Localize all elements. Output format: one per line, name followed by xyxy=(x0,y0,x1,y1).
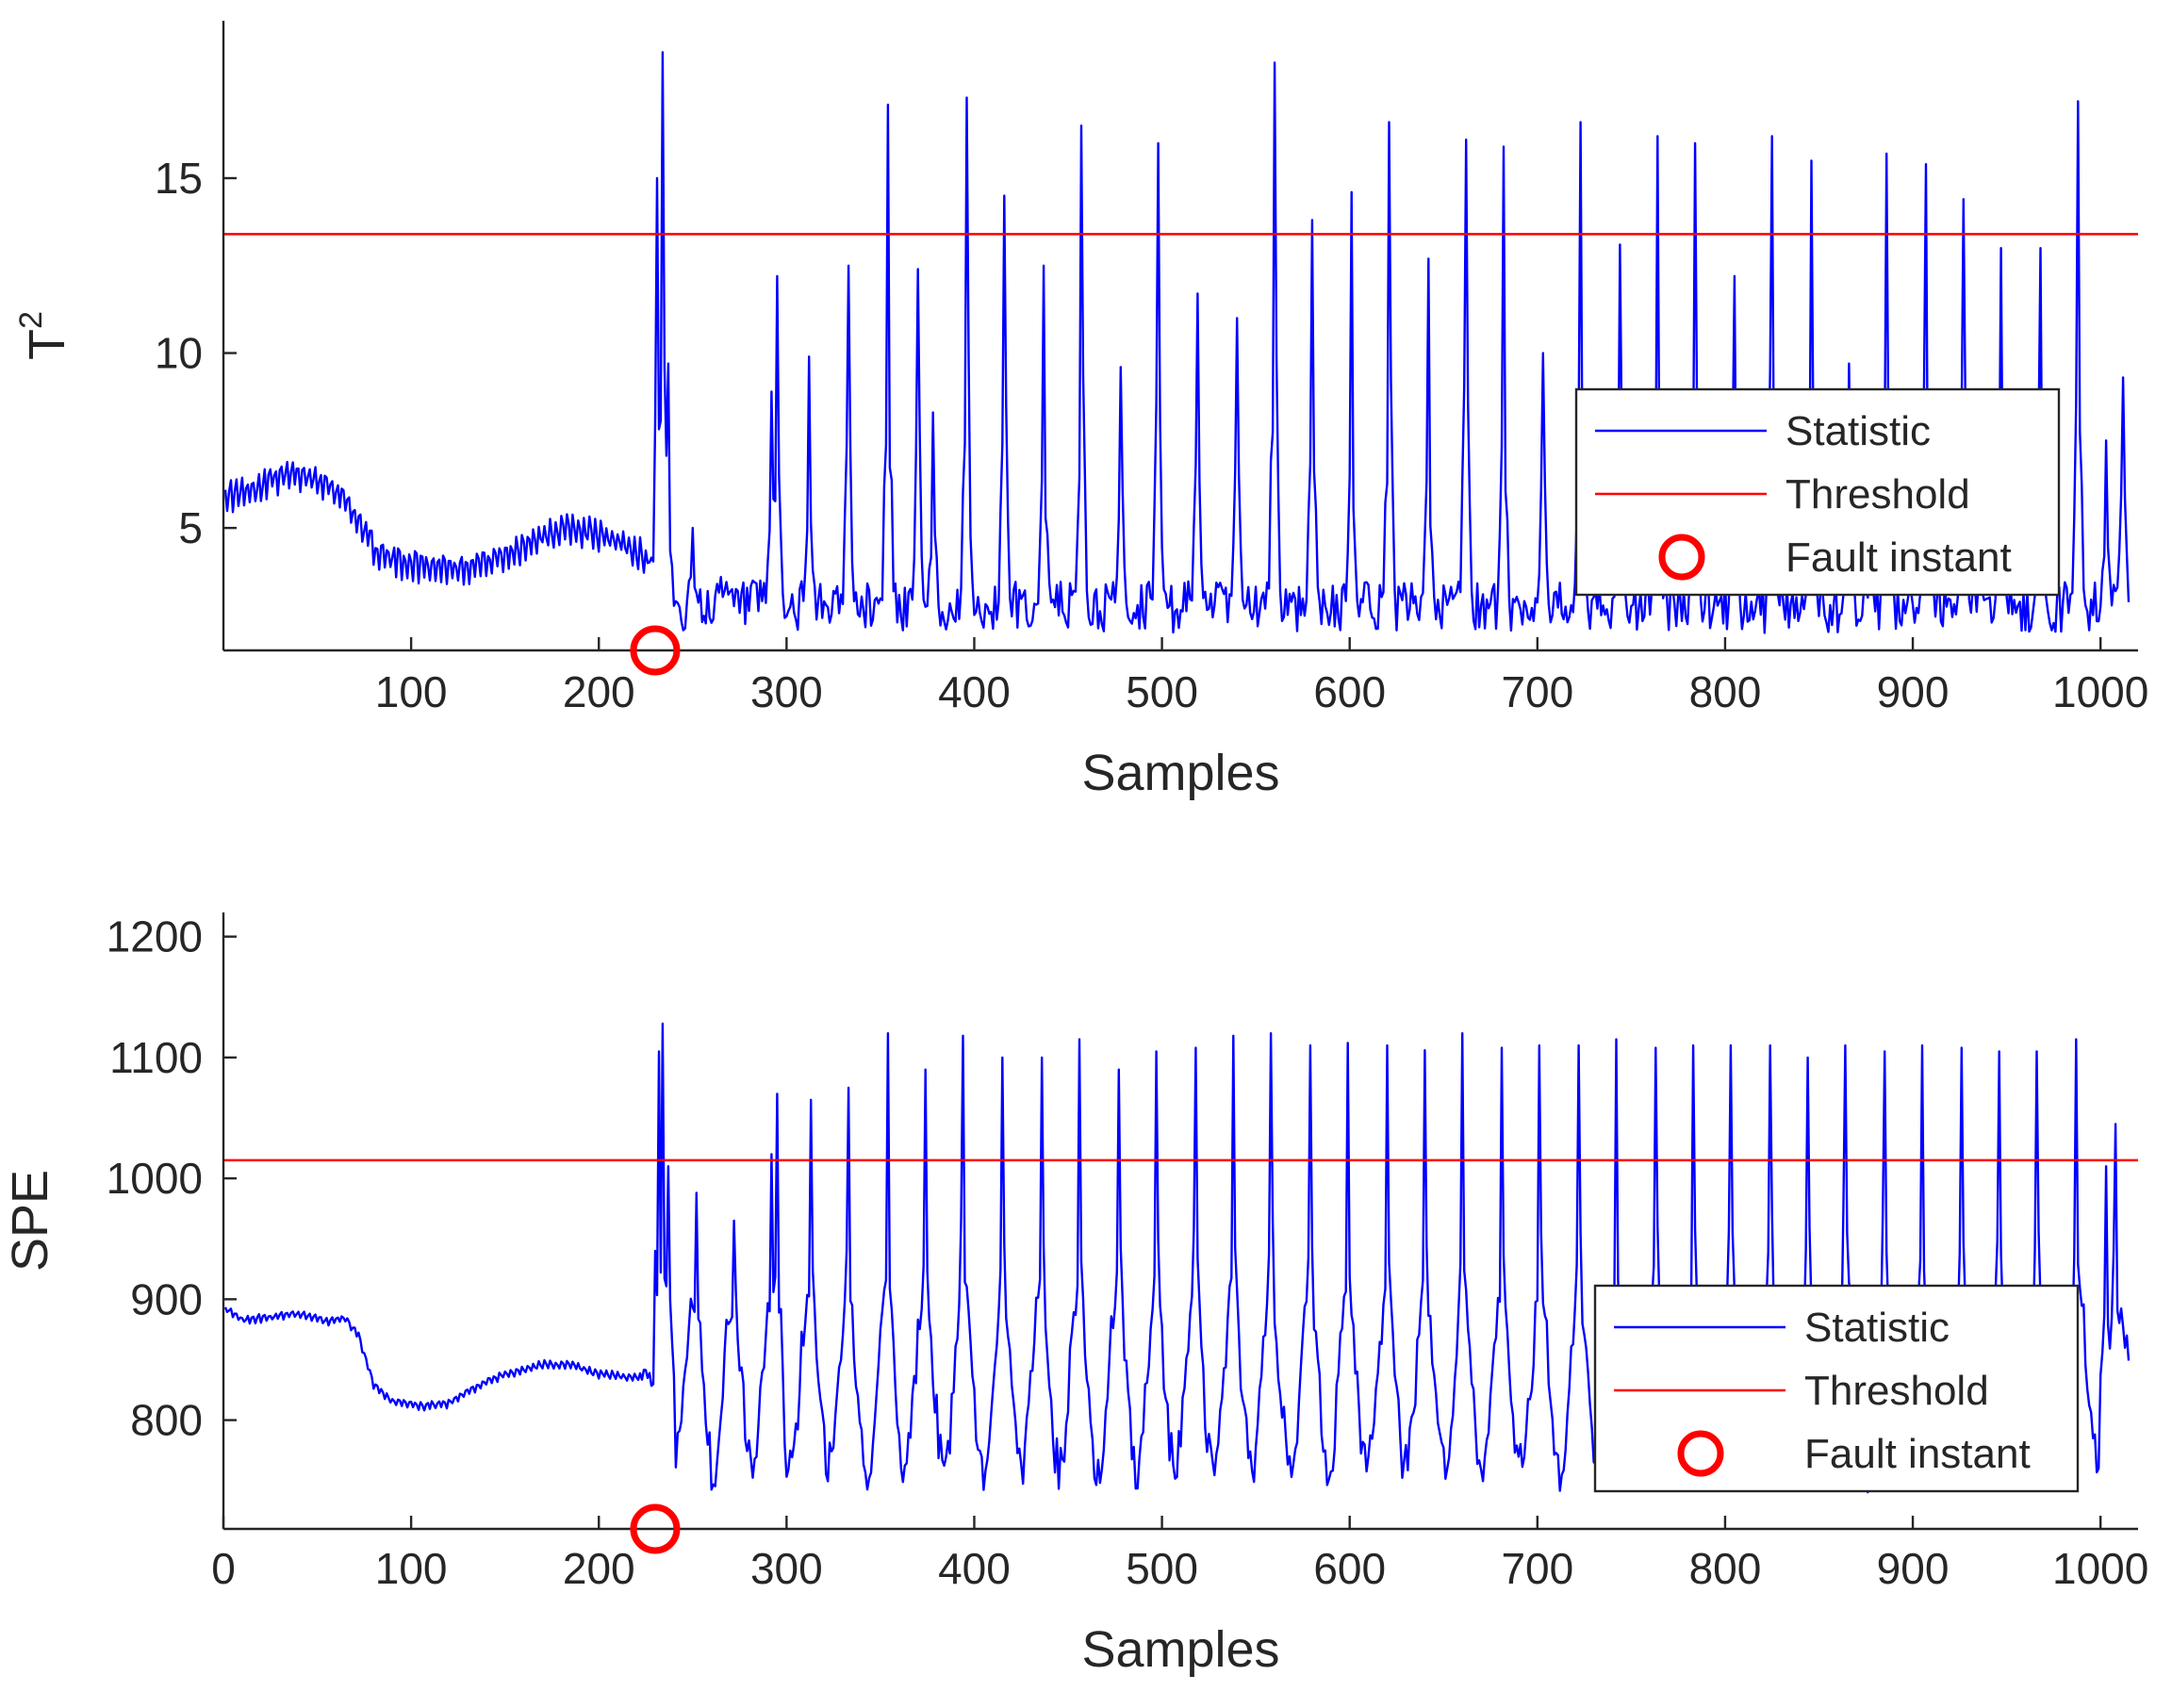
x-axis-label: Samples xyxy=(1081,1621,1279,1678)
x-tick-label: 200 xyxy=(563,667,635,716)
x-tick-label: 200 xyxy=(563,1544,635,1593)
x-tick-label: 500 xyxy=(1126,1544,1198,1593)
x-tick-label: 1000 xyxy=(2052,1544,2148,1593)
y-axis-label-main: SPE xyxy=(2,1170,58,1272)
y-tick-label: 15 xyxy=(155,154,203,203)
x-tick-label: 600 xyxy=(1313,667,1386,716)
x-tick-label: 300 xyxy=(750,667,823,716)
y-tick-label: 900 xyxy=(130,1274,203,1323)
x-tick-label: 800 xyxy=(1689,667,1762,716)
x-tick-label: 400 xyxy=(938,667,1011,716)
statistic-series-line xyxy=(223,51,2131,634)
x-tick-label: 900 xyxy=(1877,667,1950,716)
y-tick-label: 10 xyxy=(155,329,203,378)
y-axis-label: T2 xyxy=(13,311,75,360)
y-axis-label-main: T xyxy=(19,329,75,360)
x-tick-label: 600 xyxy=(1313,1544,1386,1593)
y-tick-label: 5 xyxy=(178,503,203,552)
legend-label: Statistic xyxy=(1804,1305,1950,1351)
legend-label: Threshold xyxy=(1804,1368,1989,1414)
y-axis-label-superscript: 2 xyxy=(13,311,49,329)
legend-box xyxy=(1574,387,2061,597)
legend-fault-swatch xyxy=(1658,534,1705,581)
x-tick-label: 700 xyxy=(1501,1544,1573,1593)
legend-label: Statistic xyxy=(1785,408,1931,454)
fault-instant-marker xyxy=(630,625,681,676)
y-axis-label: SPE xyxy=(2,1170,58,1272)
x-tick-label: 1000 xyxy=(2052,667,2148,716)
legend-label: Threshold xyxy=(1785,471,1970,517)
t2-chart: 100 200 300 400 500 600 700 800 900 1000 5 10 15 Samp… xyxy=(13,21,2148,801)
x-tick-label: 100 xyxy=(375,1544,448,1593)
x-tick-label: 100 xyxy=(375,667,448,716)
x-tick-label: 800 xyxy=(1689,1544,1762,1593)
legend: Statistic Threshold Fault instant xyxy=(1593,1284,2080,1493)
legend-fault-swatch xyxy=(1677,1430,1724,1477)
x-tick-label: 900 xyxy=(1877,1544,1950,1593)
x-axis-label: Samples xyxy=(1081,745,1279,801)
y-tick-label: 800 xyxy=(130,1396,203,1445)
y-tick-label: 1000 xyxy=(107,1154,203,1203)
legend-label: Fault instant xyxy=(1804,1431,2031,1477)
legend: Statistic Threshold Fault instant xyxy=(1574,387,2061,597)
legend-label: Fault instant xyxy=(1785,534,2012,581)
x-tick-label: 400 xyxy=(938,1544,1011,1593)
legend-box xyxy=(1593,1284,2080,1493)
spe-chart: 0 100 200 300 400 500 600 700 800 900 1000 800 900 10… xyxy=(2,912,2148,1678)
x-tick-label: 500 xyxy=(1126,667,1198,716)
x-tick-label: 0 xyxy=(211,1544,236,1593)
y-tick-label: 1200 xyxy=(107,912,203,961)
fault-instant-marker xyxy=(630,1503,681,1554)
y-tick-label: 1100 xyxy=(109,1033,203,1082)
x-tick-label: 700 xyxy=(1501,667,1573,716)
x-tick-label: 300 xyxy=(750,1544,823,1593)
